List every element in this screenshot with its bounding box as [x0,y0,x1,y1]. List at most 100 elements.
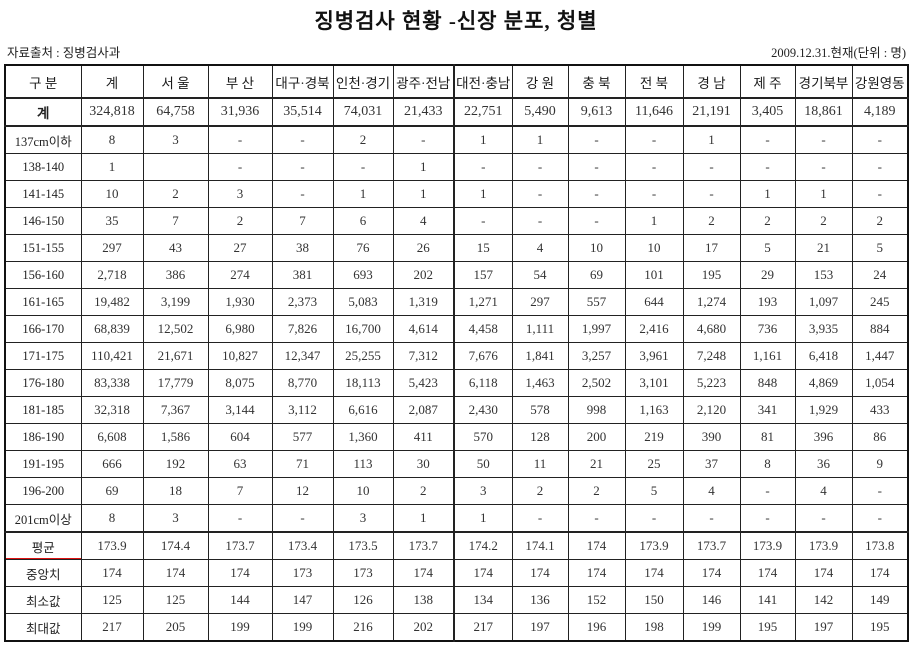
table-cell: 12 [271,477,334,505]
table-cell: 274 [207,261,273,289]
table-cell: 174 [392,559,455,587]
table-row: 181-185 32,318 7,367 3,144 3,112 6,616 2,087 2,… [4,396,909,424]
table-cell: 1,360 [332,423,394,451]
table-cell: - [682,504,741,533]
table-cell: 74,031 [332,97,394,127]
table-cell: 5 [739,234,796,262]
table-cell: 37 [682,450,741,478]
table-cell: 4,680 [682,315,741,343]
table-row: 최대값 217 205 199 199 216 202 217 197 196 198 199 195 1… [4,613,909,642]
table-cell: 577 [271,423,334,451]
table-cell: 71 [271,450,334,478]
table-cell: 54 [511,261,569,289]
table-cell: 21,433 [392,97,455,127]
table-cell: 5,083 [332,288,394,316]
table-cell: 7 [271,207,334,235]
row-label: 161-165 [4,288,82,316]
table-cell: 21 [567,450,626,478]
table-cell: 149 [851,586,909,614]
table-cell: 8 [80,125,144,154]
table-cell: 10 [332,477,394,505]
table-cell: 25,255 [332,342,394,370]
table-cell: 2 [851,207,909,235]
table-cell: 81 [739,423,796,451]
row-label: 186-190 [4,423,82,451]
row-label: 196-200 [4,477,82,505]
column-header: 광주·전남 [392,64,455,99]
table-row: 138-140 1- - -1- - - - - - - - [4,153,909,181]
table-cell: 7 [207,477,273,505]
table-cell: 4,458 [453,315,513,343]
table-cell: 35 [80,207,144,235]
column-header: 대구·경북 [271,64,334,99]
table-row: 171-175 110,421 21,671 10,827 12,347 25,255 7,… [4,342,909,370]
table-cell: 666 [80,450,144,478]
table-cell: 1 [453,180,513,208]
table-cell: 10 [624,234,684,262]
table-cell: 4,614 [392,315,455,343]
table-cell: 195 [851,613,909,642]
table-cell: 1,586 [142,423,209,451]
table-cell: 5 [624,477,684,505]
table-cell: 36 [794,450,853,478]
table-cell: 341 [739,396,796,424]
table-cell: 1 [453,125,513,154]
column-header: 서 울 [142,64,209,99]
table-cell: 2 [794,207,853,235]
table-cell: - [271,125,334,154]
table-cell: 2 [142,180,209,208]
table-cell: 30 [392,450,455,478]
table-cell: 199 [682,613,741,642]
table-cell: 4 [392,207,455,235]
table-cell: - [794,125,853,154]
table-cell: - [624,153,684,181]
table-cell: 8,770 [271,369,334,397]
table-cell: 22,751 [453,97,513,127]
table-cell: 2,502 [567,369,626,397]
table-cell: 8 [80,504,144,533]
table-cell: 4,869 [794,369,853,397]
table-cell: 173 [271,559,334,587]
table-cell: 297 [80,234,144,262]
table-cell: 26 [392,234,455,262]
table-cell: 10,827 [207,342,273,370]
table-row: 186-190 6,608 1,586 604 577 1,360 411 570 128 200… [4,423,909,451]
table-cell: 21,671 [142,342,209,370]
table-cell: - [207,125,273,154]
column-header: 강 원 [511,64,569,99]
table-cell: 693 [332,261,394,289]
table-cell: 6,418 [794,342,853,370]
table-row: 최소값 125 125 144 147 126 138 134 136 152 150 146 141 1… [4,586,909,614]
table-cell: 2 [392,477,455,505]
table-cell: 1,274 [682,288,741,316]
table-cell: 50 [453,450,513,478]
table-cell: 557 [567,288,626,316]
table-cell: 195 [682,261,741,289]
table-cell: 174.4 [142,531,209,560]
table-cell: 2,430 [453,396,513,424]
table-cell: 141 [739,586,796,614]
table-cell: - [271,504,334,533]
table-cell: 245 [851,288,909,316]
table-cell: - [392,125,455,154]
table-cell: 1,841 [511,342,569,370]
table-cell: 17 [682,234,741,262]
table-cell: 6,118 [453,369,513,397]
table-cell: 1 [453,504,513,533]
table-cell: 152 [567,586,626,614]
table-cell: 147 [271,586,334,614]
table-cell: 1 [392,153,455,181]
table-cell: 1,930 [207,288,273,316]
table-cell: 1,097 [794,288,853,316]
table-cell: 19,482 [80,288,144,316]
table-cell: 12,347 [271,342,334,370]
table-cell: 570 [453,423,513,451]
table-cell: 18,113 [332,369,394,397]
table-cell: 174 [207,559,273,587]
table-cell: 202 [392,261,455,289]
table-cell: 128 [511,423,569,451]
table-cell: - [851,504,909,533]
table-cell: - [851,125,909,154]
table-cell: 1 [794,180,853,208]
table-cell: 2,416 [624,315,684,343]
